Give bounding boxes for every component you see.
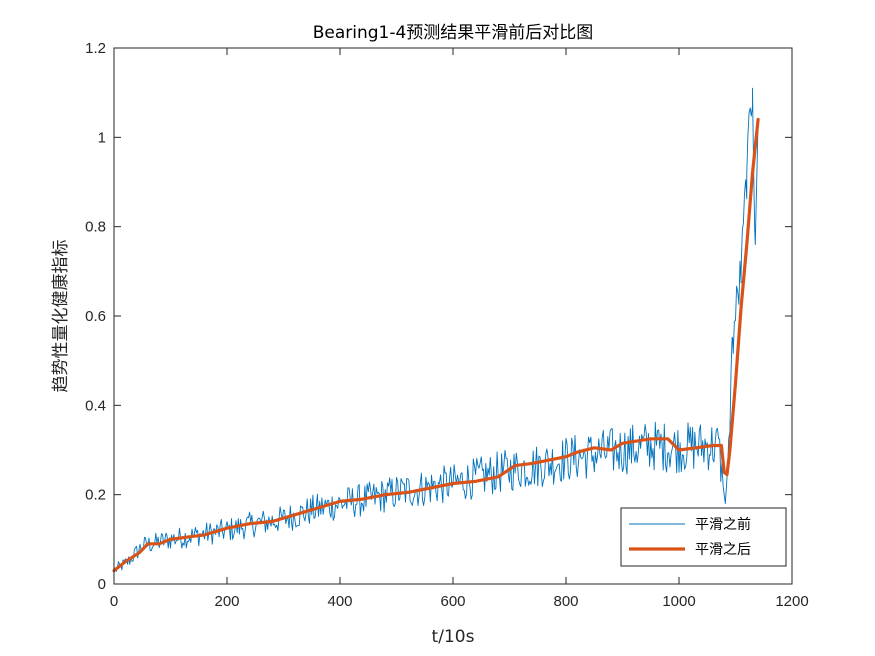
x-tick-label: 600 bbox=[440, 593, 465, 610]
y-axis-label: 趋势性量化健康指标 bbox=[51, 240, 71, 393]
plot-area bbox=[114, 48, 792, 584]
x-tick-label: 800 bbox=[553, 593, 578, 610]
legend-label-after-smoothing: 平滑之后 bbox=[695, 541, 751, 558]
x-tick-label: 200 bbox=[214, 593, 239, 610]
y-tick-label: 1.2 bbox=[85, 40, 106, 57]
x-axis-label: t/10s bbox=[432, 627, 475, 647]
chart-title: Bearing1-4预测结果平滑前后对比图 bbox=[313, 23, 594, 43]
y-tick-label: 0.8 bbox=[85, 219, 106, 236]
y-tick-label: 0.4 bbox=[85, 397, 106, 414]
y-tick-label: 0.2 bbox=[85, 487, 106, 504]
y-tick-label: 1 bbox=[98, 129, 106, 146]
x-tick-label: 400 bbox=[327, 593, 352, 610]
x-tick-label: 1200 bbox=[775, 593, 808, 610]
y-tick-label: 0.6 bbox=[85, 308, 106, 325]
legend-label-before-smoothing: 平滑之前 bbox=[695, 516, 751, 533]
series-layer bbox=[112, 87, 760, 573]
x-tick-label: 1000 bbox=[662, 593, 695, 610]
series-line-after-smoothing bbox=[112, 117, 760, 573]
y-tick-label: 0 bbox=[98, 576, 106, 593]
x-tick-label: 0 bbox=[110, 593, 118, 610]
axes-layer: 0 200 400 600 800 1000 1200 0 0.2 0.4 0.6 0.8 1 1.2 bbox=[85, 40, 809, 610]
legend-box bbox=[620, 507, 787, 567]
